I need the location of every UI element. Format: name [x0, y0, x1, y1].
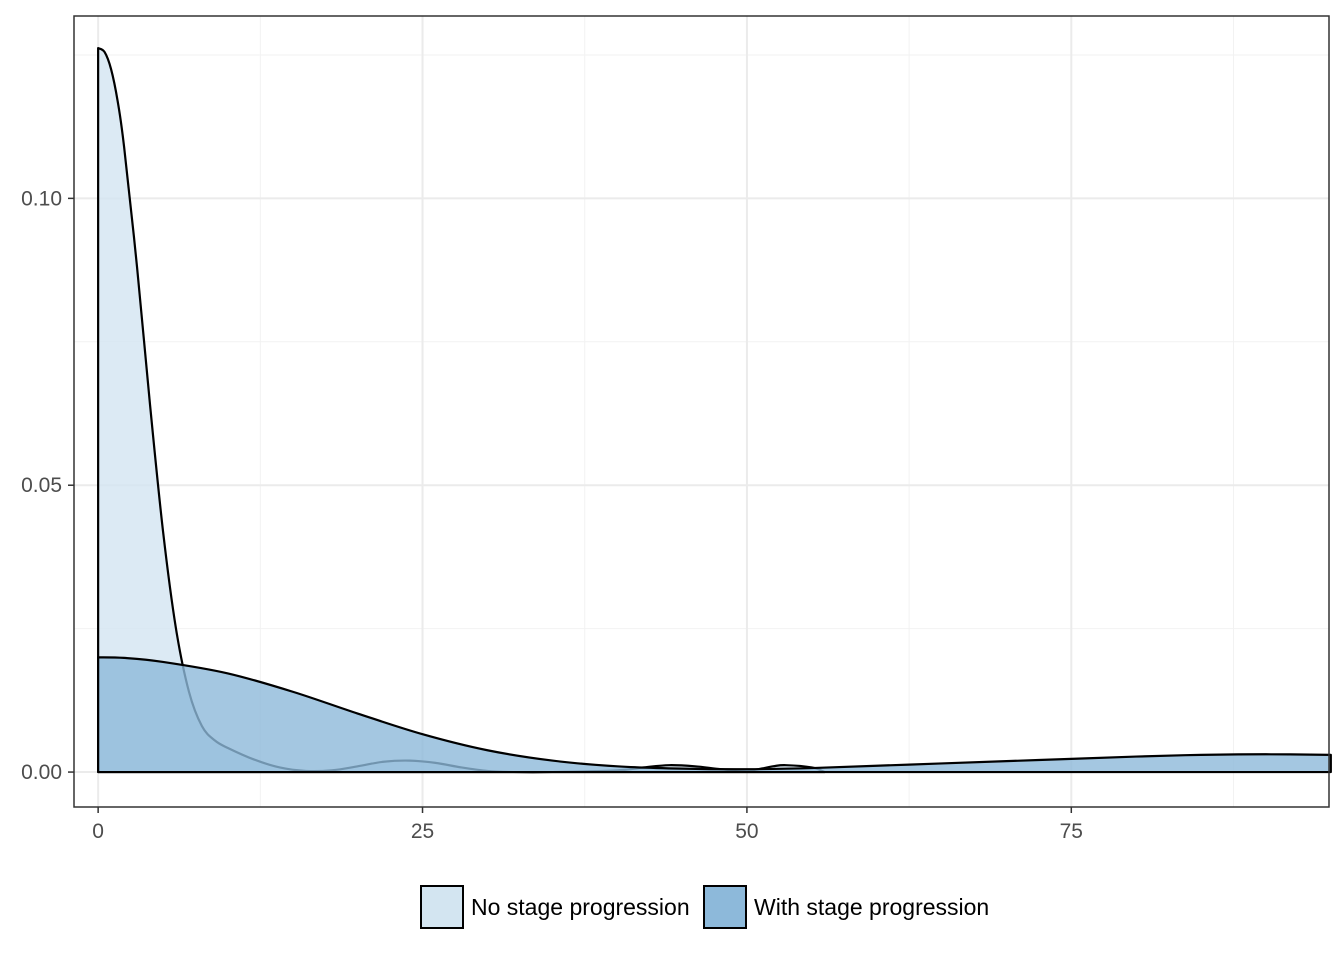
- y-tick-label: 0.05: [21, 474, 62, 497]
- legend: No stage progression With stage progress…: [420, 885, 989, 929]
- y-axis: 0.00 0.05 0.10: [21, 187, 74, 784]
- density-area-with-stage-progression: [97, 656, 1332, 774]
- y-tick-label: 0.00: [21, 761, 62, 784]
- plot-panel: [74, 16, 1329, 807]
- minor-grid: [74, 16, 1329, 807]
- legend-label-with-stage-progression: With stage progression: [754, 894, 989, 920]
- x-axis: 0 25 50 75: [92, 807, 1083, 843]
- y-tick-label: 0.10: [21, 187, 62, 210]
- legend-label-no-stage-progression: No stage progression: [471, 894, 690, 920]
- legend-key-no-stage-progression: [420, 885, 464, 929]
- x-tick-label: 0: [92, 820, 104, 843]
- legend-key-with-stage-progression: [703, 885, 747, 929]
- density-areas: [97, 46, 1332, 774]
- x-tick-label: 75: [1060, 820, 1083, 843]
- plot-border: [73, 15, 1330, 808]
- x-tick-label: 25: [411, 820, 434, 843]
- x-tick-label: 50: [735, 820, 758, 843]
